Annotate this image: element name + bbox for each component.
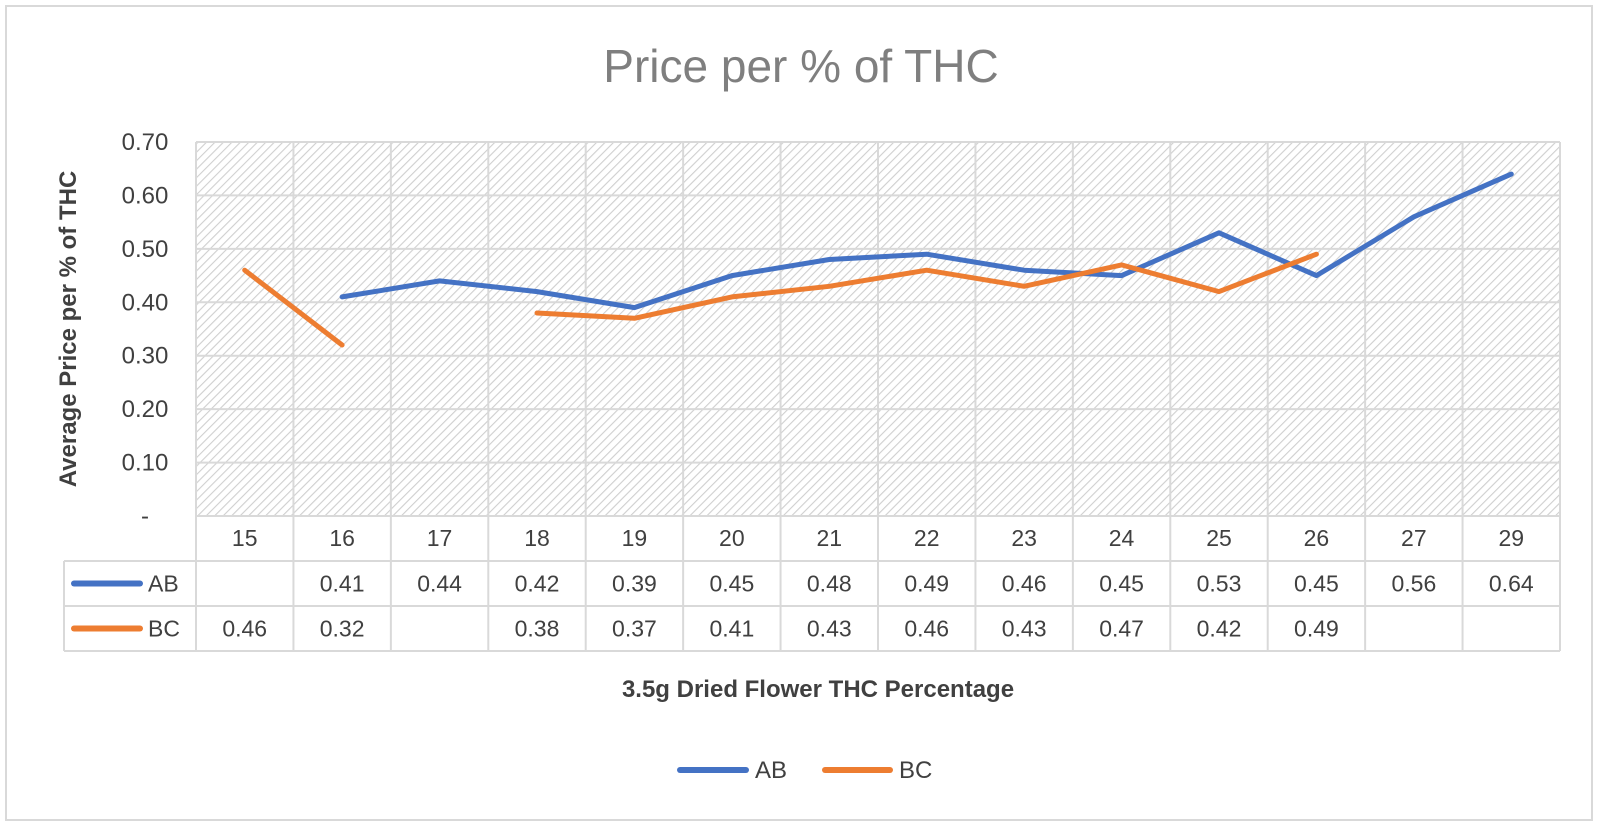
data-label: 0.43 xyxy=(807,616,852,642)
data-label: 0.42 xyxy=(515,571,560,597)
data-label: 0.41 xyxy=(320,571,365,597)
x-tick-label: 19 xyxy=(622,525,648,551)
y-tick-label: 0.50 xyxy=(122,236,169,263)
x-tick-label: 26 xyxy=(1304,525,1330,551)
data-label: 0.53 xyxy=(1197,571,1242,597)
data-label: 0.47 xyxy=(1099,616,1144,642)
x-axis-title: 3.5g Dried Flower THC Percentage xyxy=(622,676,1014,703)
data-label: 0.46 xyxy=(1002,571,1047,597)
y-tick-label: 0.30 xyxy=(122,343,169,370)
data-label: 0.37 xyxy=(612,616,657,642)
data-label: 0.32 xyxy=(320,616,365,642)
chart-title: Price per % of THC xyxy=(603,40,998,92)
x-tick-label: 27 xyxy=(1401,525,1427,551)
x-tick-label: 22 xyxy=(914,525,940,551)
data-label: 0.46 xyxy=(904,616,949,642)
y-tick-label: 0.10 xyxy=(122,450,169,477)
x-tick-label: 21 xyxy=(816,525,842,551)
gridlines xyxy=(195,141,1561,516)
x-tick-label: 15 xyxy=(232,525,258,551)
table-series-name: BC xyxy=(148,616,180,642)
data-label: 0.45 xyxy=(1294,571,1339,597)
chart-frame xyxy=(5,5,1593,821)
legend: AB BC xyxy=(677,757,932,784)
x-tick-label: 25 xyxy=(1206,525,1232,551)
data-label: 0.45 xyxy=(1099,571,1144,597)
x-tick-label: 20 xyxy=(719,525,745,551)
data-label: 0.38 xyxy=(515,616,560,642)
data-label: 0.46 xyxy=(222,616,267,642)
y-tick-label: - xyxy=(141,503,149,530)
data-table: 15 16 17 18 19 20 21 22 23 24 25 26 27 29 AB 0.41 0.44 0.… xyxy=(63,515,1561,652)
data-label: 0.39 xyxy=(612,571,657,597)
data-label: 0.48 xyxy=(807,571,852,597)
x-tick-label: 24 xyxy=(1109,525,1135,551)
data-label: 0.42 xyxy=(1197,616,1242,642)
data-label: 0.49 xyxy=(1294,616,1339,642)
data-label: 0.45 xyxy=(709,571,754,597)
x-tick-label: 16 xyxy=(329,525,355,551)
y-axis-title: Average Price per % of THC xyxy=(55,171,82,488)
table-series-name: AB xyxy=(148,571,179,597)
data-label: 0.44 xyxy=(417,571,462,597)
x-tick-label: 18 xyxy=(524,525,550,551)
data-label: 0.49 xyxy=(904,571,949,597)
y-tick-label: 0.60 xyxy=(122,182,169,209)
series-lines xyxy=(242,171,1514,348)
series-line-bc xyxy=(242,267,345,348)
data-label: 0.43 xyxy=(1002,616,1047,642)
x-tick-label: 29 xyxy=(1498,525,1524,551)
data-label: 0.41 xyxy=(709,616,754,642)
data-label: 0.64 xyxy=(1489,571,1534,597)
x-tick-label: 17 xyxy=(427,525,453,551)
y-tick-label: 0.70 xyxy=(122,129,169,156)
y-axis-ticks: - 0.10 0.20 0.30 0.40 0.50 0.60 0.70 xyxy=(122,129,169,530)
y-tick-label: 0.40 xyxy=(122,289,169,316)
series-line-ab xyxy=(339,171,1514,311)
legend-label-bc: BC xyxy=(899,757,932,784)
y-tick-label: 0.20 xyxy=(122,396,169,423)
series-line-bc xyxy=(534,251,1319,321)
legend-label-ab: AB xyxy=(755,757,787,784)
x-tick-label: 23 xyxy=(1011,525,1037,551)
data-label: 0.56 xyxy=(1391,571,1436,597)
